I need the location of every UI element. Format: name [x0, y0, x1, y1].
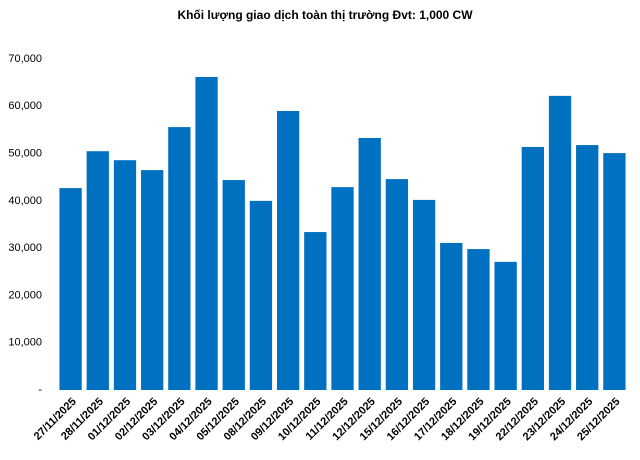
y-tick-label: 50,000 [8, 147, 42, 159]
y-tick-label: 20,000 [8, 289, 42, 301]
y-tick-label: 30,000 [8, 242, 42, 254]
bar [276, 111, 300, 390]
bar [440, 242, 463, 390]
bar [222, 180, 245, 390]
chart-title: Khối lượng giao dịch toàn thị trường Đvt… [177, 8, 473, 22]
bar [86, 151, 109, 390]
bar [467, 249, 490, 390]
y-tick-label: 10,000 [8, 337, 42, 349]
y-tick-label: 60,000 [8, 100, 42, 112]
y-tick-label: 40,000 [8, 195, 42, 207]
bar [59, 188, 82, 390]
y-tick-label: - [38, 384, 42, 396]
bar [385, 179, 409, 390]
bar [603, 153, 626, 390]
bar [168, 127, 191, 390]
bar [412, 199, 436, 390]
bar [249, 200, 273, 390]
bar [576, 145, 599, 390]
bar [521, 146, 544, 390]
bar [548, 95, 572, 390]
bar [113, 160, 137, 390]
bar [358, 137, 381, 390]
bar [195, 76, 218, 391]
bar [141, 170, 164, 390]
bar [331, 187, 354, 390]
y-tick-label: 70,000 [8, 53, 42, 65]
bar [494, 261, 517, 390]
bar [304, 232, 327, 390]
